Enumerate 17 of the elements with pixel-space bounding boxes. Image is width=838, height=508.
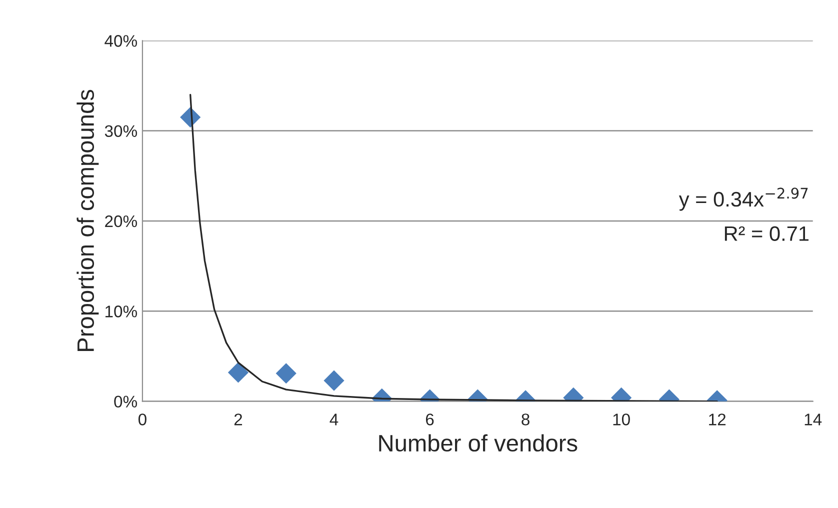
x-axis-title: Number of vendors <box>379 434 578 452</box>
x-tick-label: 4 <box>330 414 338 426</box>
x-tick-label: 14 <box>804 414 822 426</box>
x-tick-label: 2 <box>234 414 242 426</box>
x-tick-label: 6 <box>426 414 434 426</box>
x-tick-label: 8 <box>522 414 530 426</box>
x-tick-label: 0 <box>138 414 146 426</box>
y-tick-label: 20% <box>105 215 138 228</box>
x-tick-label: 10 <box>613 414 630 426</box>
y-tick-label: 30% <box>104 125 138 138</box>
y-tick-label: 0% <box>114 396 138 408</box>
x-tick-label: 12 <box>709 414 726 426</box>
y-tick-label: 40% <box>104 35 138 47</box>
y-axis-title: Proportion of compounds <box>76 90 99 351</box>
y-tick-label: 10% <box>106 306 138 318</box>
annotation: R² = 0.71 <box>724 226 808 241</box>
annotation: y = 0.34x$^{−2.97}$ <box>678 188 808 211</box>
